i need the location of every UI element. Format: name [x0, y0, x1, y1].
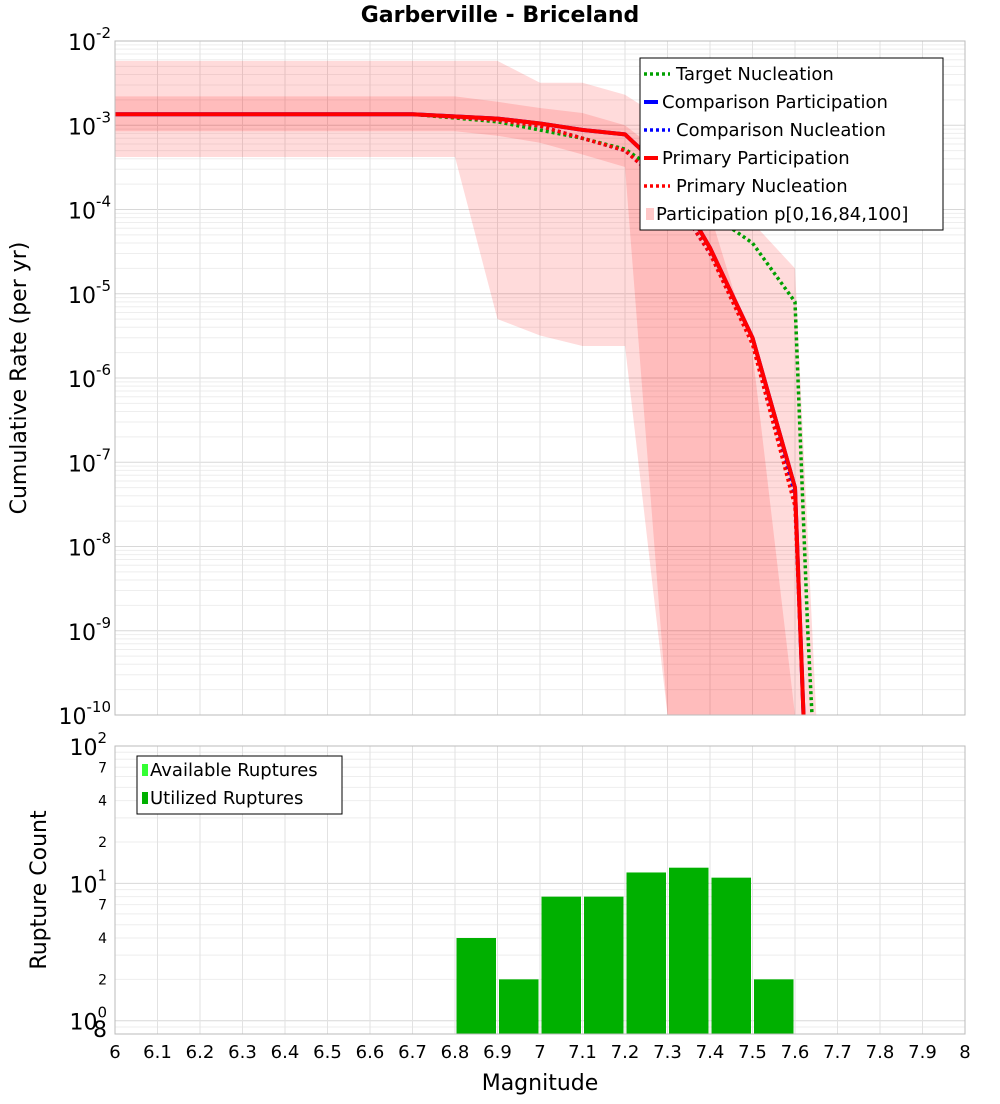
y-tick-label: 2 — [98, 835, 107, 851]
y-tick-label: 4 — [98, 794, 107, 810]
legend-label: Primary Participation — [662, 148, 850, 169]
x-tick-label: 6.2 — [186, 1042, 215, 1063]
series-line-primary-participation — [115, 112, 806, 716]
y-tick-label: 10-10 — [59, 698, 112, 730]
utilized-rupture-bar — [584, 896, 624, 1034]
x-tick-label: 7.4 — [696, 1042, 725, 1063]
y-tick-label: 7 — [98, 760, 107, 776]
utilized-rupture-bar — [626, 872, 666, 1034]
utilized-rupture-bar — [499, 979, 539, 1034]
x-tick-label: 8 — [959, 1042, 970, 1063]
x-tick-label: 7.9 — [908, 1042, 937, 1063]
x-tick-label: 6.7 — [398, 1042, 427, 1063]
x-tick-label: 6.9 — [483, 1042, 512, 1063]
chart-title: Garberville - Briceland — [361, 3, 640, 28]
y-tick-label: 2 — [98, 972, 107, 988]
percentile-band-1 — [115, 96, 795, 716]
legend-label: Comparison Nucleation — [676, 120, 886, 141]
x-tick-label: 7 — [534, 1042, 545, 1063]
x-tick-label: 6.1 — [143, 1042, 172, 1063]
top-y-axis-label: Cumulative Rate (per yr) — [7, 242, 32, 515]
utilized-rupture-bar — [669, 867, 709, 1034]
legend-label: Utilized Ruptures — [150, 788, 303, 809]
legend-swatch — [646, 208, 654, 220]
utilized-rupture-bar — [711, 877, 751, 1034]
x-tick-label: 6 — [109, 1042, 120, 1063]
y-tick-label: 10-2 — [68, 24, 111, 56]
y-tick-label: 10-4 — [68, 193, 111, 225]
legend-swatch — [142, 792, 148, 804]
x-tick-labels: 6 6.1 6.2 6.3 6.4 6.5 6.6 6.7 6.8 6.9 7 7.1 7.2 7.3 7.… — [109, 1042, 970, 1063]
y-tick-label: 8 — [93, 1018, 107, 1043]
x-tick-label: 7.6 — [781, 1042, 810, 1063]
y-tick-label: 10-3 — [68, 108, 111, 140]
x-tick-label: 7.3 — [653, 1042, 682, 1063]
legend-swatch — [142, 764, 148, 776]
y-tick-label: 101 — [69, 866, 107, 898]
y-tick-label: 10-8 — [68, 530, 111, 562]
x-tick-label: 6.3 — [228, 1042, 257, 1063]
legend-label: Comparison Participation — [662, 92, 888, 113]
top-legend: Target Nucleation Comparison Participatio… — [639, 57, 944, 231]
utilized-rupture-bar — [754, 979, 794, 1034]
x-tick-label: 7.5 — [738, 1042, 767, 1063]
y-tick-label: 10-7 — [68, 445, 111, 477]
bottom-y-axis-label: Rupture Count — [27, 810, 52, 970]
utilized-rupture-bar — [541, 896, 581, 1034]
bottom-legend: Available Ruptures Utilized Ruptures — [136, 755, 343, 815]
x-tick-label: 6.8 — [441, 1042, 470, 1063]
legend-label: Primary Nucleation — [676, 176, 848, 197]
x-tick-label: 7.2 — [611, 1042, 640, 1063]
y-tick-label: 4 — [98, 931, 107, 947]
x-axis-label: Magnitude — [482, 1071, 599, 1096]
bottom-plot-frame — [114, 745, 966, 1035]
legend-label: Participation p[0,16,84,100] — [656, 204, 908, 225]
x-tick-label: 6.4 — [271, 1042, 300, 1063]
y-tick-label: 10-9 — [68, 614, 111, 646]
top-legend-box — [639, 57, 944, 231]
legend-label: Available Ruptures — [150, 760, 318, 781]
utilized-rupture-bar — [456, 938, 496, 1034]
x-tick-label: 6.5 — [313, 1042, 342, 1063]
x-tick-label: 7.1 — [568, 1042, 597, 1063]
x-tick-label: 7.7 — [823, 1042, 852, 1063]
x-tick-label: 7.8 — [866, 1042, 895, 1063]
y-tick-label: 10-6 — [68, 361, 111, 393]
bottom-legend-box — [136, 755, 343, 815]
y-tick-label: 7 — [98, 898, 107, 914]
y-tick-label: 10-5 — [68, 277, 111, 309]
x-tick-label: 6.6 — [356, 1042, 385, 1063]
top-grid — [114, 40, 966, 716]
y-tick-label: 102 — [69, 729, 107, 761]
y-tick-label: 100 — [69, 1004, 107, 1036]
legend-label: Target Nucleation — [675, 64, 834, 85]
top-plot-frame — [114, 40, 966, 716]
